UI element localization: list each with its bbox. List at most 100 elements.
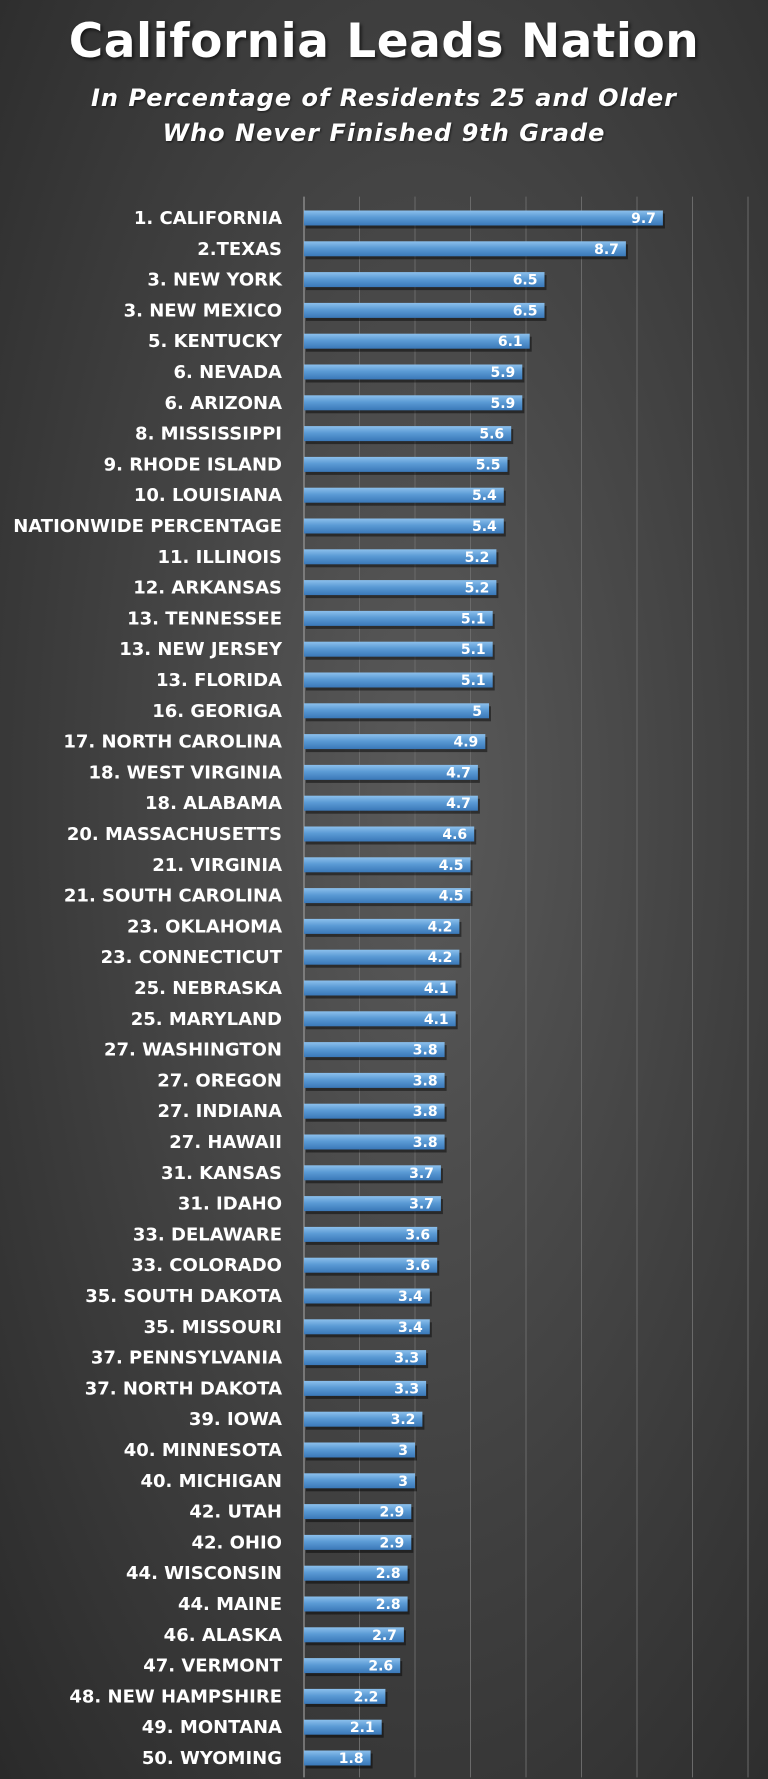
category-label: 10. LOUISIANA — [134, 485, 282, 506]
category-label: 50. WYOMING — [142, 1748, 282, 1769]
bar — [304, 1350, 427, 1366]
bar — [304, 210, 663, 226]
category-label: 25. NEBRASKA — [134, 978, 282, 999]
value-label: 6.5 — [513, 303, 538, 319]
bar — [304, 456, 508, 472]
value-label: 4.5 — [439, 889, 464, 905]
bar — [304, 1165, 441, 1181]
category-label: 13. NEW JERSEY — [119, 639, 283, 660]
value-label: 3.4 — [398, 1320, 423, 1336]
value-label: 4.1 — [424, 981, 449, 997]
value-label: 5.1 — [461, 642, 486, 658]
category-label: 35. MISSOURI — [144, 1317, 282, 1338]
bar — [304, 857, 471, 873]
category-label: 44. MAINE — [178, 1594, 282, 1615]
bar — [304, 949, 460, 965]
category-label: 9. RHODE ISLAND — [104, 454, 282, 475]
value-label: 2.1 — [350, 1720, 375, 1736]
bar — [304, 703, 489, 719]
category-label: 3. NEW YORK — [147, 270, 283, 291]
bar — [304, 641, 493, 657]
value-label: 3.6 — [405, 1258, 430, 1274]
value-label: 1.8 — [339, 1751, 364, 1767]
value-label: 4.5 — [439, 858, 464, 874]
category-label: 16. GEORIGA — [152, 701, 282, 722]
value-label: 9.7 — [631, 211, 656, 227]
category-labels: 1. CALIFORNIA 2.TEXAS 3. NEW YORK 3. NEW ME… — [13, 208, 283, 1769]
category-label: 27. OREGON — [157, 1070, 282, 1091]
bar — [304, 795, 478, 811]
category-label: 18. ALABAMA — [145, 793, 282, 814]
category-label: 49. MONTANA — [142, 1717, 282, 1738]
value-label: 3.8 — [413, 1135, 438, 1151]
value-label: 6.5 — [513, 273, 538, 289]
category-label: 31. KANSAS — [161, 1163, 282, 1184]
category-label: 1. CALIFORNIA — [134, 208, 282, 229]
bar — [304, 1627, 404, 1643]
value-label: 5.4 — [472, 488, 497, 504]
bar — [304, 1534, 412, 1550]
value-label: 3.8 — [413, 1043, 438, 1059]
bar — [304, 364, 523, 380]
category-label: 5. KENTUCKY — [148, 331, 283, 352]
bar — [304, 1257, 438, 1273]
bar — [304, 580, 497, 596]
value-label: 3.2 — [391, 1412, 416, 1428]
bar — [304, 487, 504, 503]
bar — [304, 1750, 371, 1766]
value-label: 5.2 — [465, 581, 490, 597]
value-label: 5.9 — [490, 396, 515, 412]
category-label: 21. VIRGINIA — [152, 855, 282, 876]
bar — [304, 1658, 401, 1674]
value-label: 5.9 — [490, 365, 515, 381]
category-label: 33. COLORADO — [131, 1255, 282, 1276]
bar — [304, 1288, 430, 1304]
value-label: 5.4 — [472, 519, 497, 535]
category-label: 8. MISSISSIPPI — [135, 424, 282, 445]
bar — [304, 1196, 441, 1212]
category-label: 13. TENNESSEE — [127, 608, 282, 629]
value-label: 3.6 — [405, 1227, 430, 1243]
value-label: 2.2 — [354, 1689, 379, 1705]
category-label: 46. ALASKA — [164, 1625, 282, 1646]
bar — [304, 272, 545, 288]
bar — [304, 918, 460, 934]
value-label: 2.9 — [379, 1535, 404, 1551]
category-label: 20. MASSACHUSETTS — [67, 824, 282, 845]
value-label: 3.7 — [409, 1197, 434, 1213]
value-label: 5.2 — [465, 550, 490, 566]
category-label: 40. MICHIGAN — [140, 1471, 282, 1492]
bar — [304, 1565, 408, 1581]
bar — [304, 1719, 382, 1735]
category-label: 23. OKLAHOMA — [127, 916, 282, 937]
category-label: 27. WASHINGTON — [104, 1040, 282, 1061]
value-label: 2.6 — [368, 1659, 393, 1675]
category-label: 42. OHIO — [191, 1532, 282, 1553]
value-label: 4.7 — [446, 765, 471, 781]
bar — [304, 302, 545, 318]
category-label: 2.TEXAS — [197, 239, 282, 260]
value-label: 5.1 — [461, 673, 486, 689]
value-labels: 9.7 8.7 6.5 6.5 6.1 5.9 5.9 5.6 5.5 5.4 5.4 5.2 5.2 5… — [339, 211, 656, 1767]
bar — [304, 1072, 445, 1088]
chart-title: California Leads Nation — [68, 14, 700, 69]
bar — [304, 518, 504, 534]
category-label: 40. MINNESOTA — [124, 1440, 282, 1461]
value-label: 2.9 — [379, 1505, 404, 1521]
value-label: 3.8 — [413, 1073, 438, 1089]
value-label: 3 — [398, 1443, 408, 1459]
bar — [304, 1042, 445, 1058]
value-label: 8.7 — [594, 242, 619, 258]
category-label: 18. WEST VIRGINIA — [89, 762, 283, 783]
value-label: 3 — [398, 1474, 408, 1490]
value-label: 3.8 — [413, 1104, 438, 1120]
bar — [304, 1011, 456, 1027]
chart-subtitle-line-1: In Percentage of Residents 25 and Older — [90, 84, 677, 112]
category-label: 35. SOUTH DAKOTA — [85, 1286, 282, 1307]
value-label: 4.2 — [428, 919, 453, 935]
category-label: NATIONWIDE PERCENTAGE — [13, 516, 282, 537]
value-label: 5.5 — [476, 457, 501, 473]
bar — [304, 764, 478, 780]
bar — [304, 1596, 408, 1612]
category-label: 6. NEVADA — [173, 362, 282, 383]
